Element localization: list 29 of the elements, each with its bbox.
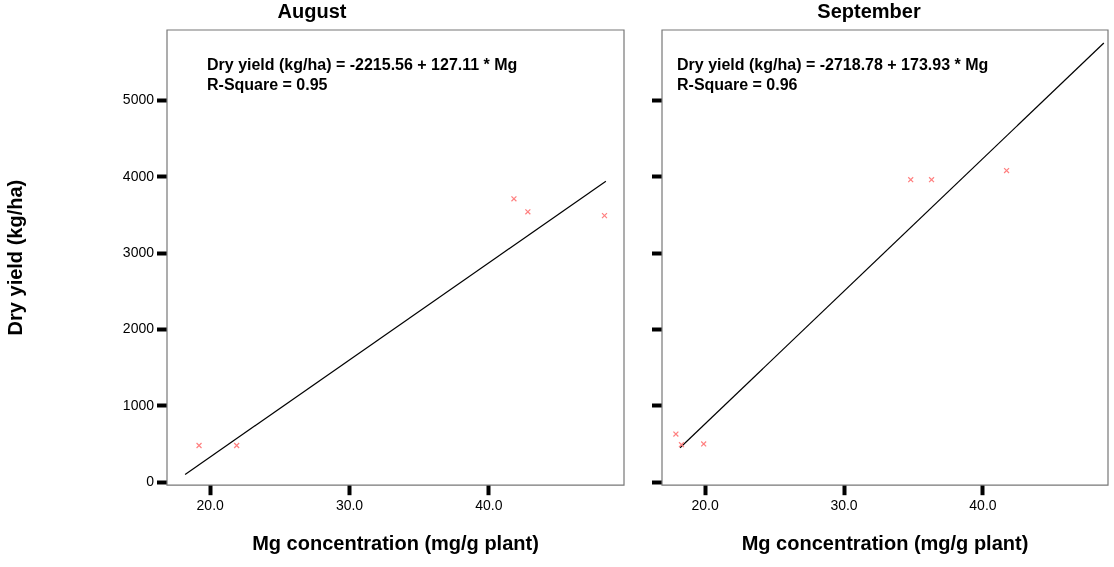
x-tick-label: 40.0 <box>475 497 503 514</box>
x-tick-label: 40.0 <box>969 497 997 514</box>
annotation: Dry yield (kg/ha) = -2215.56 + 127.11 * Mg <box>207 56 518 74</box>
point <box>233 442 240 449</box>
point <box>672 430 679 438</box>
y-tick-label: 5000 <box>122 91 155 108</box>
point <box>928 176 935 183</box>
annotation: Dry yield (kg/ha) = -2718.78 + 173.93 * Mg <box>677 56 989 74</box>
x-tick-label: 20.0 <box>691 497 719 514</box>
annotation: R-Square = 0.95 <box>207 76 328 94</box>
chart-title: September <box>817 0 921 22</box>
chart-title: August <box>277 0 347 22</box>
y-tick-label: 2000 <box>122 320 155 337</box>
point <box>524 208 531 215</box>
point <box>678 441 685 448</box>
x-tick-label: 20.0 <box>196 497 225 514</box>
y-tick-label: 0 <box>146 473 155 489</box>
point <box>195 442 203 449</box>
x-axis-title: Mg concentration (mg/g plant) <box>252 531 539 554</box>
y-tick-label: 1000 <box>122 396 155 413</box>
x-axis-title: Mg concentration (mg/g plant) <box>741 531 1029 554</box>
y-axis-title: Dry yield (kg/ha) <box>3 179 26 336</box>
y-tick-label: 3000 <box>122 243 155 260</box>
x-tick-label: 30.0 <box>830 497 858 514</box>
annotation: R-Square = 0.96 <box>677 76 798 94</box>
y-tick-label: 4000 <box>122 167 155 184</box>
point <box>700 440 707 448</box>
point <box>510 195 518 202</box>
x-tick-label: 30.0 <box>335 497 364 514</box>
